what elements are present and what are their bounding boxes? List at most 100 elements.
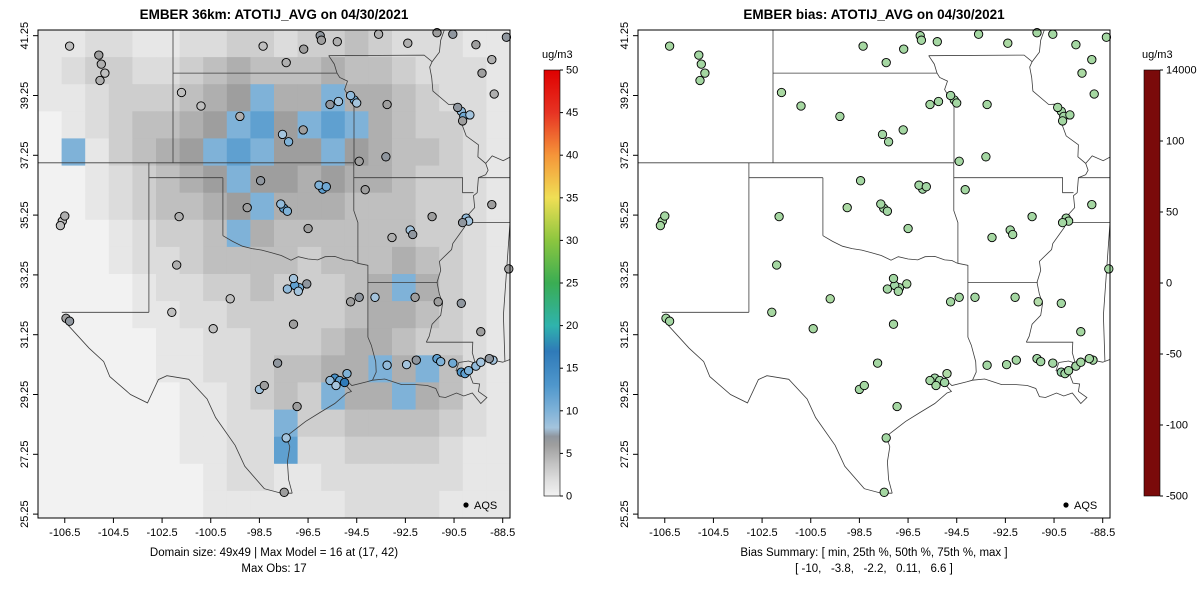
station-point	[1087, 199, 1097, 210]
station-point	[981, 152, 991, 162]
station-point	[660, 211, 670, 221]
station-point	[331, 380, 341, 391]
station-point	[1077, 68, 1087, 78]
station-point	[876, 199, 886, 209]
station-point	[1053, 102, 1063, 113]
station-point	[433, 297, 443, 307]
y-tick-label: 35.25	[619, 201, 631, 229]
y-tick-label: 41.25	[19, 22, 31, 50]
station-point	[282, 284, 293, 294]
station-point	[457, 217, 468, 228]
station-point	[945, 297, 956, 307]
bias-map-canvas: -106.5 -104.5 -102.5 -100.5 -98.5 -96.5 -94.5 -…	[619, 22, 1197, 539]
station-point	[898, 125, 908, 135]
colorbar-tick-label: 15	[566, 363, 578, 375]
station-point	[373, 29, 384, 39]
station-point	[259, 380, 269, 391]
y-tick-label: 29.25	[19, 381, 31, 409]
station-point	[292, 401, 302, 412]
x-tick-label: -92.5	[393, 527, 418, 539]
station-point	[882, 284, 893, 294]
station-point	[64, 41, 75, 51]
station-point	[1057, 217, 1068, 228]
colorbar-tick-label: 20	[566, 320, 578, 332]
y-tick-label: 33.25	[619, 261, 631, 289]
station-point	[176, 87, 187, 98]
station-point	[954, 292, 964, 302]
station-point	[888, 319, 899, 329]
colorbar-tick-label: -500	[1166, 491, 1188, 503]
colorbar-tick-label: 25	[566, 278, 578, 290]
station-point	[776, 87, 787, 98]
station-point	[982, 99, 992, 110]
station-point	[877, 129, 888, 140]
station-point	[960, 185, 970, 195]
aqs-legend-dot	[463, 502, 469, 508]
station-point	[694, 50, 704, 60]
station-point	[387, 232, 397, 243]
bias-caption-line2: [ -10, -3.8, -2.2, 0.11, 6.6 ]	[795, 563, 953, 575]
bias-colorbar	[1143, 69, 1161, 497]
station-point	[945, 90, 956, 101]
station-point	[1001, 359, 1012, 370]
station-point	[487, 199, 497, 210]
x-tick-label: -102.5	[746, 527, 777, 539]
station-point	[352, 98, 362, 108]
x-tick-label: -94.5	[944, 527, 969, 539]
model-caption-line1: Domain size: 49x49 | Max Model = 16 at (…	[149, 547, 399, 559]
station-point	[1033, 297, 1043, 307]
station-point	[888, 273, 899, 284]
station-point	[448, 29, 458, 39]
station-point	[281, 433, 291, 443]
x-tick-label: -100.5	[195, 527, 226, 539]
station-point	[1057, 116, 1068, 126]
colorbar-tick-label: 0	[566, 491, 572, 503]
station-point	[342, 368, 352, 379]
station-point	[325, 99, 335, 110]
station-point	[489, 89, 499, 99]
station-point	[1003, 38, 1013, 48]
station-point	[1076, 327, 1086, 337]
station-point	[272, 358, 283, 368]
map-outlines-layer	[38, 30, 510, 494]
station-point	[921, 182, 931, 192]
aqs-legend-dot	[1063, 502, 1069, 508]
colorbar-tick-label: 100	[1166, 136, 1184, 148]
station-point	[235, 111, 245, 122]
x-tick-label: -94.5	[344, 527, 369, 539]
aqs-legend-label: AQS	[474, 500, 497, 512]
station-point	[655, 220, 666, 231]
y-tick-label: 31.25	[19, 321, 31, 349]
station-point	[902, 279, 912, 289]
y-tick-label: 33.25	[19, 261, 31, 289]
station-point	[457, 116, 468, 126]
station-point	[1076, 357, 1086, 367]
x-tick-label: -88.5	[1090, 527, 1115, 539]
station-point	[427, 211, 437, 222]
station-point	[933, 96, 944, 107]
station-point	[1036, 356, 1046, 367]
station-point	[410, 292, 420, 302]
station-point	[1071, 40, 1081, 50]
station-point	[1101, 32, 1112, 42]
station-point	[476, 327, 486, 337]
station-point	[1056, 298, 1066, 308]
x-tick-label: -100.5	[795, 527, 826, 539]
colorbar-tick-label: -50	[1166, 349, 1182, 361]
y-tick-label: 39.25	[19, 82, 31, 110]
station-point	[302, 279, 312, 289]
bias-panel-title: EMBER bias: ATOTIJ_AVG on 04/30/2021	[743, 7, 1005, 22]
colorbar-tick-label: 50	[1166, 206, 1178, 218]
colorbar-tick-label: 30	[566, 235, 578, 247]
station-point	[893, 286, 903, 296]
station-point	[293, 286, 303, 296]
station-point	[453, 102, 463, 113]
station-point	[916, 35, 927, 45]
x-tick-label: -98.5	[247, 527, 272, 539]
station-point	[1048, 358, 1058, 368]
aqs-legend-label: AQS	[1074, 500, 1097, 512]
station-point	[892, 401, 902, 412]
x-tick-label: -88.5	[490, 527, 515, 539]
station-point	[408, 229, 418, 240]
station-point	[401, 359, 412, 370]
